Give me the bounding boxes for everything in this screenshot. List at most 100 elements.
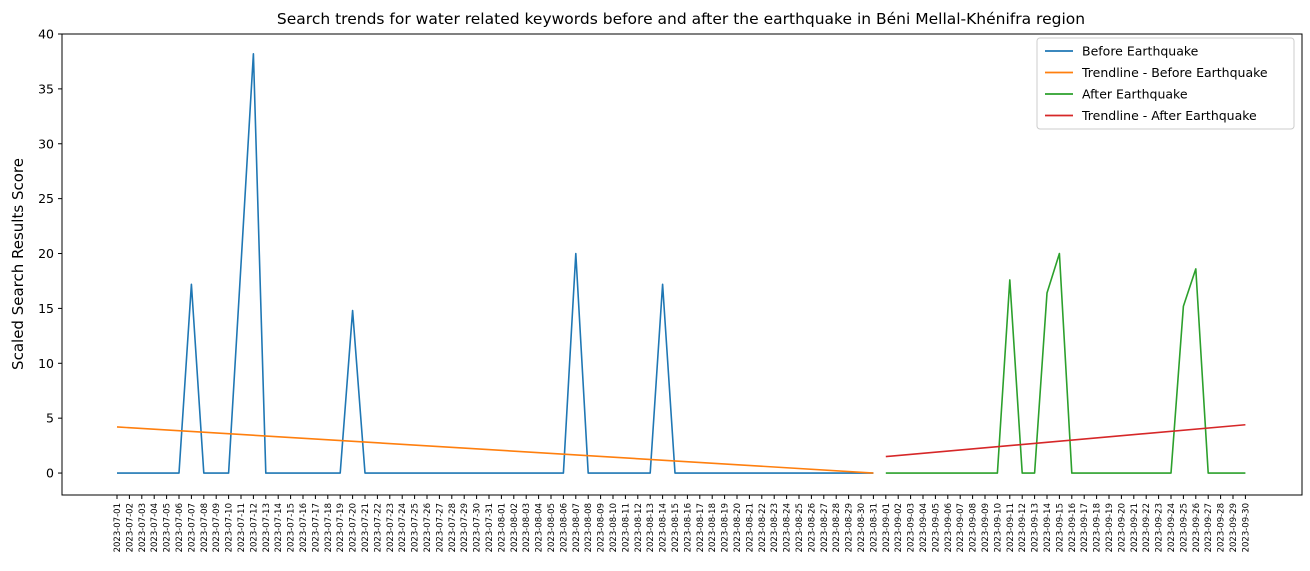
x-tick-label: 2023-07-29: [460, 503, 470, 552]
x-tick-label: 2023-08-04: [535, 503, 545, 552]
data-point-before-earthquake: [500, 472, 502, 474]
x-tick-label: 2023-08-25: [795, 503, 805, 552]
x-tick-label: 2023-07-24: [398, 503, 408, 552]
data-point-before-earthquake: [265, 472, 267, 474]
data-point-before-earthquake: [401, 472, 403, 474]
chart-title: Search trends for water related keywords…: [277, 10, 1085, 28]
x-tick-label: 2023-08-27: [820, 503, 830, 552]
data-point-before-earthquake: [513, 472, 515, 474]
x-tick-label: 2023-08-19: [721, 503, 731, 552]
x-tick-label: 2023-08-15: [671, 503, 681, 552]
x-tick-label: 2023-07-22: [373, 503, 383, 552]
x-tick-label: 2023-09-30: [1241, 503, 1251, 552]
data-point-before-earthquake: [227, 472, 229, 474]
x-tick-label: 2023-08-24: [783, 503, 793, 552]
x-tick-label: 2023-08-20: [733, 503, 743, 552]
data-point-after-earthquake: [996, 472, 998, 474]
data-point-before-earthquake: [785, 472, 787, 474]
data-point-before-earthquake: [637, 472, 639, 474]
data-point-before-earthquake: [661, 283, 663, 285]
x-tick-label: 2023-09-27: [1204, 503, 1214, 552]
plot-area: [61, 33, 1303, 496]
series-layer: [116, 52, 1246, 474]
x-tick-label: 2023-09-21: [1130, 503, 1140, 552]
data-point-after-earthquake: [1133, 472, 1135, 474]
x-axis: 2023-07-01 2023-07-02 2023-07-03 2023-07-04…: [113, 495, 1251, 552]
data-point-after-earthquake: [1232, 472, 1234, 474]
x-tick-label: 2023-09-20: [1117, 503, 1127, 552]
x-tick-label: 2023-08-02: [510, 503, 520, 552]
data-point-trendline-before-earthquake: [116, 426, 118, 428]
data-point-after-earthquake: [1009, 279, 1011, 281]
data-point-after-earthquake: [1058, 252, 1060, 254]
data-point-before-earthquake: [128, 472, 130, 474]
x-tick-label: 2023-08-05: [547, 503, 557, 552]
data-point-after-earthquake: [1207, 472, 1209, 474]
y-tick-label: 35: [38, 81, 54, 96]
data-point-before-earthquake: [240, 263, 242, 265]
x-tick-label: 2023-09-12: [1018, 503, 1028, 552]
y-tick-label: 5: [46, 411, 54, 426]
x-tick-label: 2023-08-30: [857, 503, 867, 552]
data-point-before-earthquake: [587, 472, 589, 474]
data-point-after-earthquake: [1244, 472, 1246, 474]
x-tick-label: 2023-07-21: [361, 503, 371, 552]
data-point-before-earthquake: [624, 472, 626, 474]
x-tick-label: 2023-07-12: [249, 503, 259, 552]
x-tick-label: 2023-07-08: [200, 503, 210, 552]
data-point-before-earthquake: [438, 472, 440, 474]
data-point-after-earthquake: [1033, 472, 1035, 474]
x-tick-label: 2023-07-20: [349, 503, 359, 552]
y-axis: 0 5 10 15 20 25 30 35 40: [38, 27, 62, 481]
legend: Before Earthquake Trendline - Before Eart…: [1036, 37, 1295, 130]
x-tick-label: 2023-09-07: [956, 503, 966, 552]
x-tick-label: 2023-08-12: [634, 503, 644, 552]
data-point-after-earthquake: [897, 472, 899, 474]
data-point-before-earthquake: [599, 472, 601, 474]
data-point-before-earthquake: [289, 472, 291, 474]
y-tick-label: 15: [38, 301, 54, 316]
data-point-before-earthquake: [116, 472, 118, 474]
data-point-after-earthquake: [1182, 305, 1184, 307]
x-tick-label: 2023-07-27: [435, 503, 445, 552]
data-point-before-earthquake: [203, 472, 205, 474]
data-point-after-earthquake: [1145, 472, 1147, 474]
x-tick-label: 2023-09-04: [919, 503, 929, 552]
x-tick-label: 2023-08-10: [609, 503, 619, 552]
data-point-before-earthquake: [327, 472, 329, 474]
data-point-before-earthquake: [674, 472, 676, 474]
series-line-after-earthquake: [885, 252, 1246, 474]
x-tick-label: 2023-07-31: [485, 503, 495, 552]
x-tick-label: 2023-08-18: [708, 503, 718, 552]
x-tick-label: 2023-09-17: [1080, 503, 1090, 552]
data-point-before-earthquake: [389, 472, 391, 474]
x-tick-label: 2023-08-26: [807, 503, 817, 552]
series-line-trendline-after-earthquake: [885, 423, 1246, 458]
x-tick-label: 2023-09-26: [1192, 503, 1202, 552]
x-tick-label: 2023-09-14: [1043, 503, 1053, 552]
x-tick-label: 2023-07-26: [423, 503, 433, 552]
x-tick-label: 2023-08-28: [832, 503, 842, 552]
x-tick-label: 2023-09-10: [993, 503, 1003, 552]
data-point-before-earthquake: [810, 472, 812, 474]
x-tick-label: 2023-09-01: [882, 503, 892, 552]
x-tick-label: 2023-07-18: [324, 503, 334, 552]
x-tick-label: 2023-08-11: [621, 503, 631, 552]
x-tick-label: 2023-09-06: [944, 503, 954, 552]
x-tick-label: 2023-07-06: [175, 503, 185, 552]
x-tick-label: 2023-09-19: [1105, 503, 1115, 552]
x-tick-label: 2023-07-17: [311, 503, 321, 552]
data-point-after-earthquake: [1108, 472, 1110, 474]
data-point-before-earthquake: [252, 53, 254, 55]
data-point-after-earthquake: [971, 472, 973, 474]
data-point-before-earthquake: [823, 472, 825, 474]
data-point-before-earthquake: [475, 472, 477, 474]
legend-label: Before Earthquake: [1082, 44, 1199, 59]
data-point-before-earthquake: [612, 472, 614, 474]
data-point-after-earthquake: [934, 472, 936, 474]
x-tick-label: 2023-09-03: [907, 503, 917, 552]
data-point-trendline-before-earthquake: [872, 472, 874, 474]
x-tick-label: 2023-07-09: [212, 503, 222, 552]
x-tick-label: 2023-09-16: [1068, 503, 1078, 552]
x-tick-label: 2023-09-13: [1031, 503, 1041, 552]
